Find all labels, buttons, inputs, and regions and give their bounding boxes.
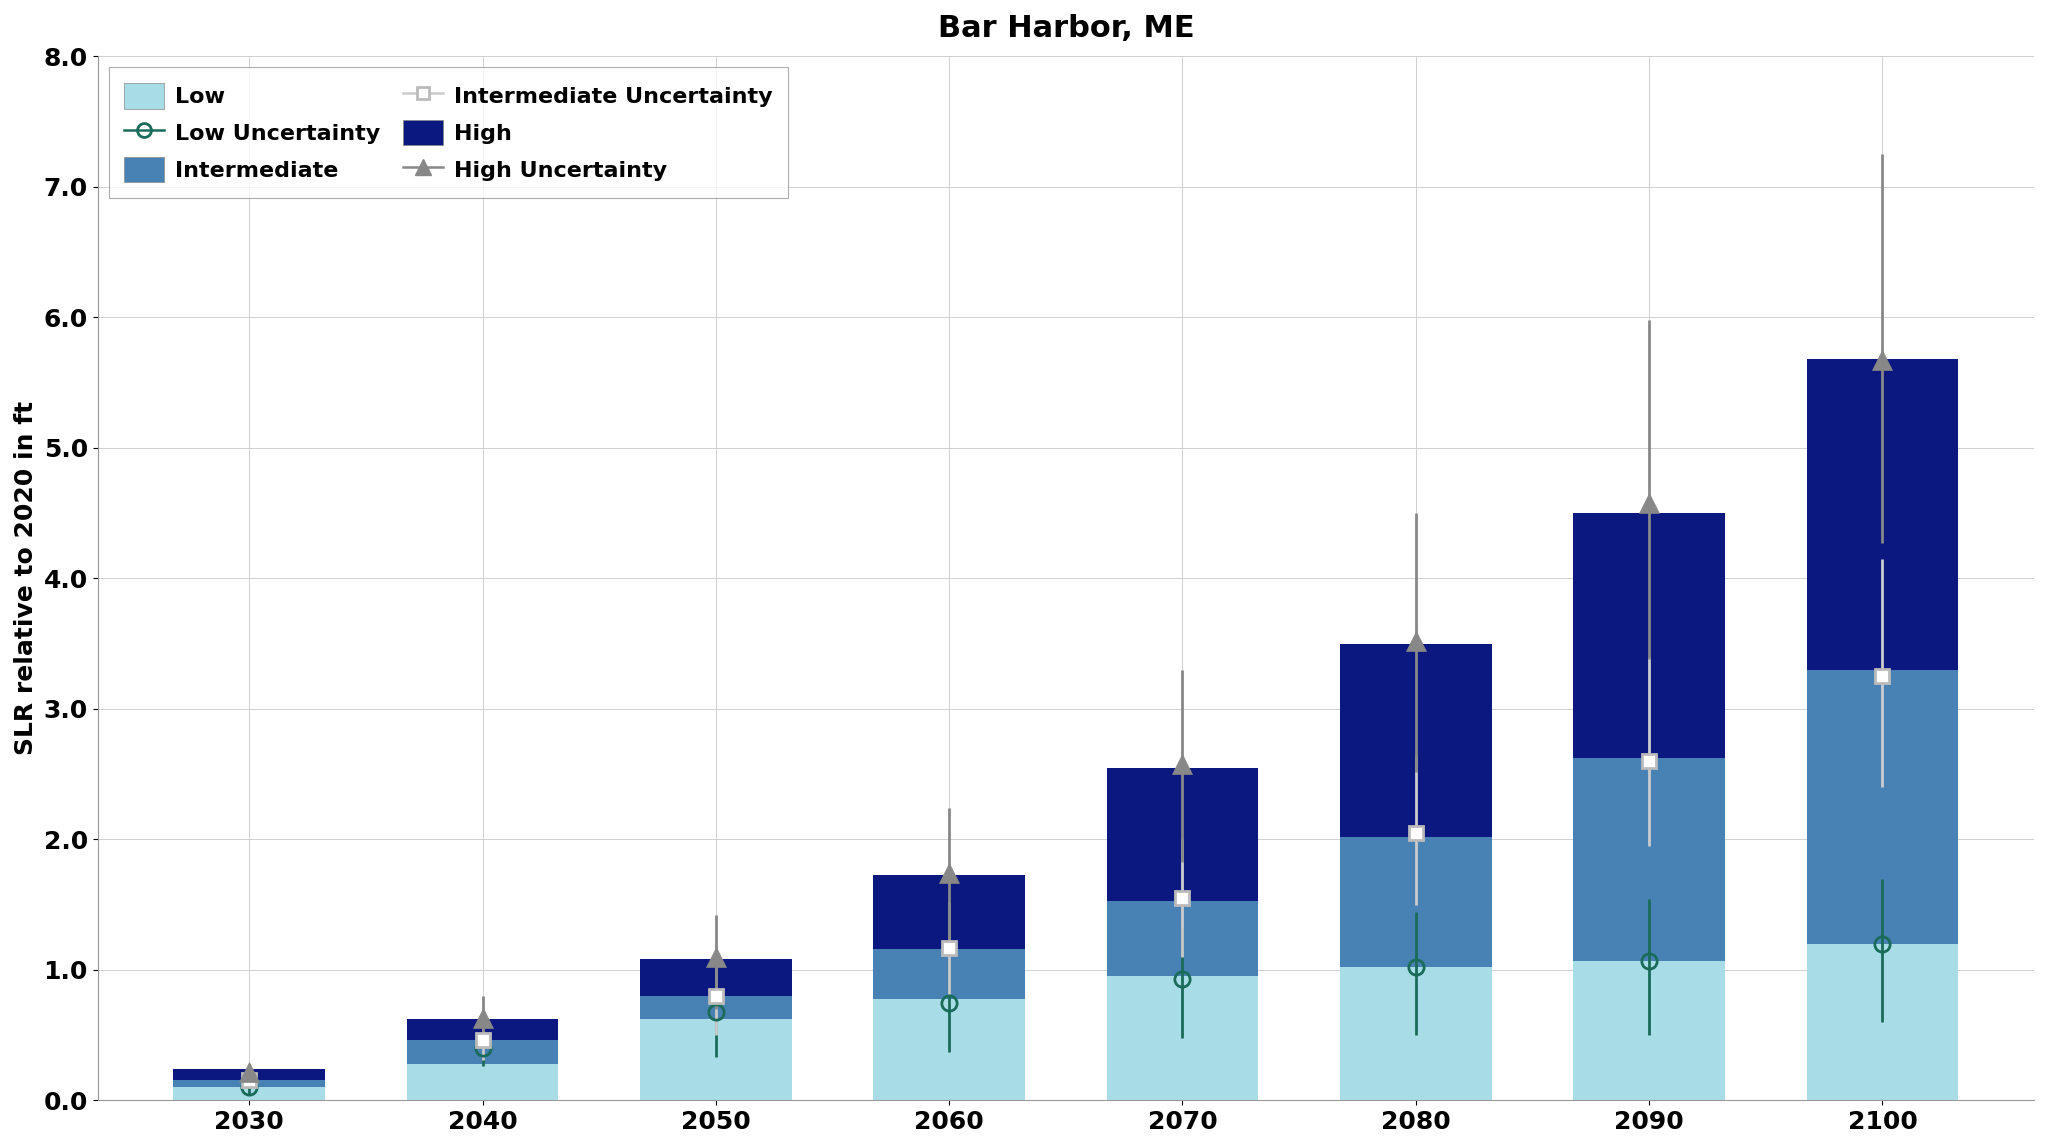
Bar: [174, 1079, 326, 1087]
Bar: [1573, 961, 1724, 1101]
Bar: [872, 949, 1024, 999]
Bar: [1573, 759, 1724, 961]
Bar: [641, 960, 793, 996]
Bar: [1806, 669, 1958, 944]
Bar: [1806, 944, 1958, 1101]
Bar: [1806, 359, 1958, 669]
Bar: [1339, 644, 1491, 837]
Bar: [408, 1064, 559, 1101]
Bar: [872, 875, 1024, 949]
Bar: [1573, 513, 1724, 759]
Bar: [641, 996, 793, 1019]
Bar: [1106, 977, 1257, 1101]
Bar: [872, 999, 1024, 1101]
Bar: [641, 1019, 793, 1101]
Bar: [408, 1019, 559, 1040]
Bar: [174, 1069, 326, 1079]
Bar: [408, 1040, 559, 1064]
Bar: [1106, 901, 1257, 977]
Legend: Low, Low Uncertainty, Intermediate, Intermediate Uncertainty, High, High Uncerta: Low, Low Uncertainty, Intermediate, Inte…: [109, 68, 788, 197]
Bar: [1106, 768, 1257, 901]
Bar: [174, 1087, 326, 1101]
Bar: [1339, 968, 1491, 1101]
Y-axis label: SLR relative to 2020 in ft: SLR relative to 2020 in ft: [14, 402, 39, 755]
Bar: [1339, 837, 1491, 968]
Title: Bar Harbor, ME: Bar Harbor, ME: [938, 14, 1194, 42]
